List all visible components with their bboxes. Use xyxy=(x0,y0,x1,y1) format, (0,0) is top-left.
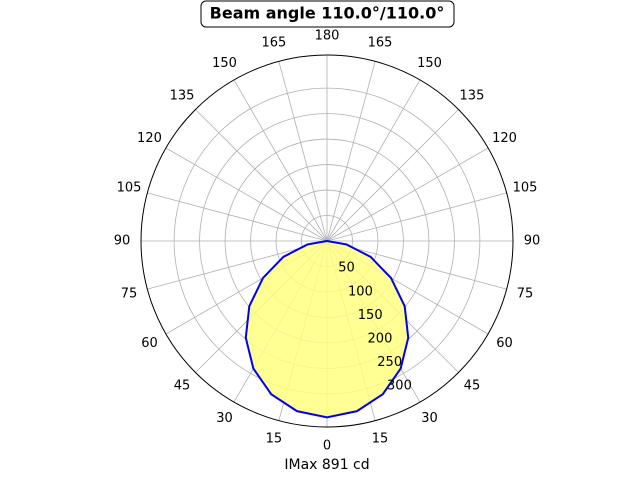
theta-tick-label: 15 xyxy=(372,432,389,447)
theta-tick-label: 60 xyxy=(141,336,158,351)
theta-tick-label: 150 xyxy=(212,56,237,71)
grid-spoke xyxy=(326,61,376,242)
theta-tick-label: 165 xyxy=(368,35,393,50)
r-tick-label: 100 xyxy=(348,284,373,299)
theta-tick-label: 45 xyxy=(174,378,191,393)
r-tick-label: 300 xyxy=(387,378,412,393)
theta-tick-label: 135 xyxy=(460,89,485,104)
theta-tick-label: 30 xyxy=(421,411,438,426)
theta-tick-label: 150 xyxy=(417,56,442,71)
grid-spoke xyxy=(165,147,328,242)
r-tick-label: 150 xyxy=(358,308,383,323)
theta-tick-label: 120 xyxy=(492,131,517,146)
grid-spoke xyxy=(233,79,328,242)
theta-tick-label: 75 xyxy=(517,287,534,302)
x-axis-label: IMax 891 cd xyxy=(284,457,369,473)
theta-tick-label: 105 xyxy=(117,180,142,195)
beam-curve xyxy=(244,239,410,419)
r-tick-label: 50 xyxy=(338,261,355,276)
grid-spoke xyxy=(147,192,328,242)
r-tick-label: 200 xyxy=(368,331,393,346)
theta-tick-label: 75 xyxy=(121,287,138,302)
theta-tick-label: 0 xyxy=(323,439,331,454)
grid-spoke xyxy=(326,79,421,242)
grid-spoke xyxy=(326,147,489,242)
theta-tick-label: 120 xyxy=(137,131,162,146)
theta-tick-label: 90 xyxy=(524,234,541,249)
theta-tick-label: 135 xyxy=(170,89,195,104)
r-tick-label: 250 xyxy=(377,355,402,370)
theta-tick-label: 30 xyxy=(216,411,233,426)
theta-tick-label: 45 xyxy=(464,378,481,393)
grid-spoke xyxy=(195,109,328,242)
theta-tick-label: 105 xyxy=(513,180,538,195)
grid-spoke xyxy=(326,192,507,242)
theta-tick-label: 90 xyxy=(114,234,131,249)
title-box xyxy=(200,0,455,28)
theta-tick-label: 180 xyxy=(315,29,340,44)
grid-spoke xyxy=(326,109,459,242)
theta-tick-label: 60 xyxy=(496,336,513,351)
theta-tick-label: 15 xyxy=(266,432,283,447)
theta-tick-label: 165 xyxy=(262,35,287,50)
grid-spoke xyxy=(278,61,328,242)
chart-title: Beam angle 110.0°/110.0° xyxy=(210,4,445,23)
outer-frame xyxy=(140,54,514,428)
